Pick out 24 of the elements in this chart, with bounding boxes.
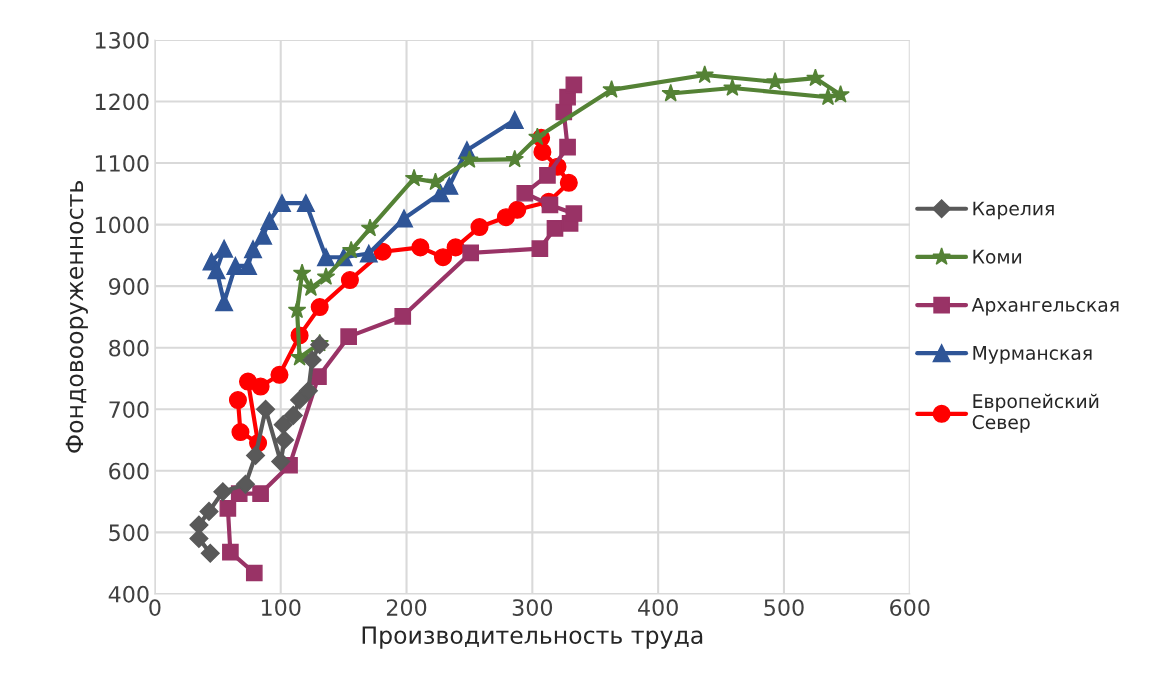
- x-tick-label: 100: [261, 599, 301, 616]
- x-axis-title: Производительность труда: [362, 626, 703, 649]
- legend-label: Коми: [973, 249, 1022, 264]
- y-tick-label: 1200: [95, 93, 149, 111]
- y-tick-label: 900: [109, 278, 149, 295]
- x-tick-label: 0: [149, 599, 161, 616]
- y-tick-label: 500: [109, 524, 149, 542]
- legend-label: Архангельская: [971, 297, 1119, 316]
- x-tick-label: 400: [638, 599, 678, 616]
- legend-label: Европейский Север: [972, 393, 1099, 433]
- x-tick-label: 600: [890, 599, 930, 616]
- y-tick-label: 800: [109, 339, 149, 357]
- x-tick-label: 300: [512, 599, 553, 616]
- x-tick-label: 200: [386, 599, 427, 616]
- legend-label: Карелия: [973, 201, 1054, 220]
- y-tick-label: 700: [109, 401, 149, 419]
- y-tick-label: 400: [108, 585, 149, 603]
- x-tick-label: 500: [764, 599, 804, 616]
- y-tick-label: 1000: [95, 216, 149, 234]
- y-tick-label: 600: [109, 462, 149, 480]
- legend-label: Мурманская: [973, 346, 1092, 364]
- y-tick-label: 1300: [95, 31, 149, 49]
- y-axis-title: Фондовооруженность: [65, 181, 88, 453]
- y-tick-label: 1100: [95, 155, 149, 172]
